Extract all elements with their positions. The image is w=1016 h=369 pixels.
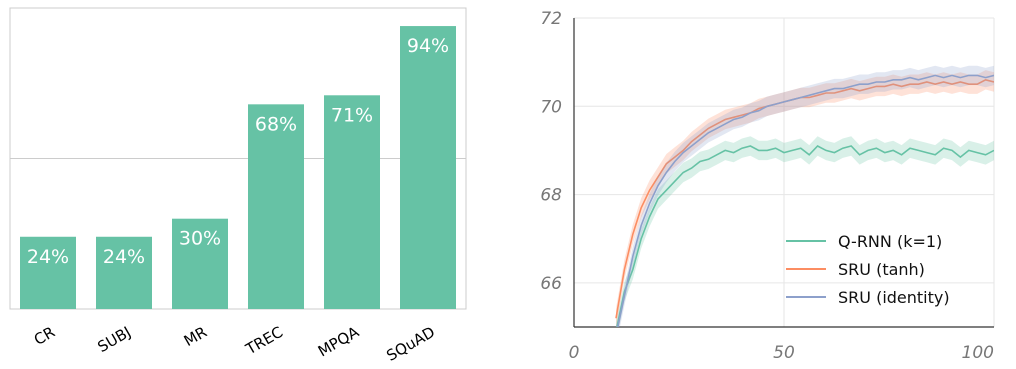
x-tick-label: MPQA: [315, 323, 363, 361]
y-tick-label: 68: [540, 186, 562, 206]
bar: [248, 104, 304, 309]
bar: [400, 26, 456, 310]
x-tick-label: SUBJ: [94, 323, 134, 356]
x-tick-label: 100: [962, 343, 994, 363]
bar-value-label: 94%: [407, 35, 449, 57]
legend-label: SRU (identity): [838, 288, 950, 307]
x-tick-label: 0: [569, 343, 580, 363]
legend-label: Q-RNN (k=1): [838, 232, 942, 251]
x-tick-label: 50: [773, 343, 795, 363]
bar-value-label: 71%: [331, 104, 373, 126]
line-chart: 66 68 70 72 0 50 100 Q-RNN (k=1) SRU (tanh) SRU (…: [540, 9, 995, 363]
y-tick-label: 70: [540, 97, 562, 117]
bar-value-label: 30%: [179, 228, 221, 250]
bar: [324, 95, 380, 309]
x-tick-label: TREC: [242, 323, 286, 359]
y-tick-label: 66: [540, 274, 562, 294]
bar: [96, 236, 152, 309]
bar: [172, 218, 228, 309]
bar-value-label: 68%: [255, 113, 297, 135]
series-line: [616, 145, 994, 327]
plot-area: [615, 65, 994, 327]
bar-value-label: 24%: [27, 246, 69, 268]
y-tick-label: 72: [540, 9, 562, 29]
bar-value-label: 24%: [103, 246, 145, 268]
bar-chart: 24% CR 24% SUBJ 30% MR 68% TREC 71% MPQA 94% SQuAD: [9, 7, 467, 365]
series-line: [615, 78, 994, 319]
series-confidence-band: [616, 136, 994, 327]
bar: [20, 236, 76, 309]
series-line: [617, 74, 994, 327]
series-confidence-band: [616, 70, 994, 327]
x-tick-label: SQuAD: [383, 323, 438, 365]
x-tick-label: CR: [31, 323, 58, 349]
x-tick-label: MR: [181, 323, 210, 350]
legend-label: SRU (tanh): [838, 260, 925, 279]
